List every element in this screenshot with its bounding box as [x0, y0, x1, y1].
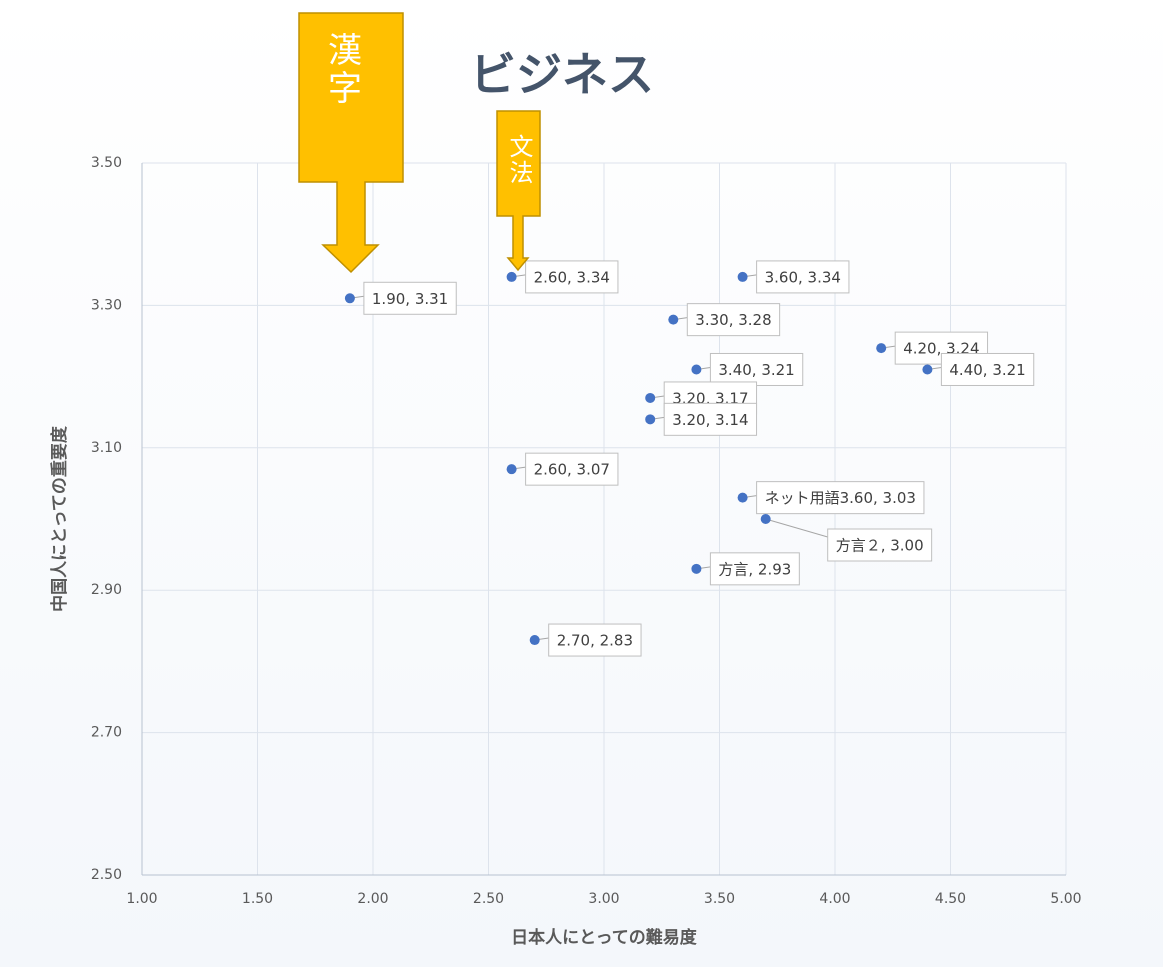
x-tick-label: 3.00 — [588, 891, 619, 907]
point — [506, 464, 517, 475]
x-tick-label: 2.50 — [473, 891, 504, 907]
data-label-box — [548, 623, 642, 657]
data-label-box — [525, 260, 619, 294]
point — [737, 271, 748, 282]
x-tick-label: 1.00 — [126, 891, 157, 907]
data-label-box — [686, 303, 781, 337]
data-label: 2.60, 3.07 — [534, 461, 610, 479]
data-label-group: 方言, 2.93 — [696, 552, 800, 586]
y-tick-label: 2.50 — [91, 867, 122, 883]
leader-line — [765, 518, 828, 538]
data-label-group: ネット用語3.60, 3.03 — [742, 481, 925, 515]
point — [506, 271, 517, 282]
data-label: 4.40, 3.21 — [949, 361, 1025, 379]
point — [876, 343, 887, 354]
data-label: 3.20, 3.14 — [672, 411, 748, 429]
point — [760, 514, 771, 524]
y-tick-label: 2.70 — [91, 725, 122, 741]
data-label-group: 方言２, 3.00 — [765, 518, 933, 562]
annotation-kanji: 漢字 — [298, 12, 404, 274]
annotation-bunpo: 文法 — [496, 110, 541, 272]
data-label: 2.60, 3.34 — [534, 268, 610, 286]
data-label: 3.30, 3.28 — [695, 311, 771, 329]
point — [344, 293, 355, 304]
data-label-group: 3.40, 3.21 — [696, 352, 804, 386]
data-label-group: 2.60, 3.34 — [511, 260, 619, 294]
point — [645, 414, 656, 425]
data-label-group: 3.60, 3.34 — [742, 260, 850, 294]
data-label: 1.90, 3.31 — [372, 290, 448, 308]
callout-arrow — [496, 110, 541, 272]
y-tick-label: 2.90 — [91, 582, 122, 598]
data-label: 3.40, 3.21 — [718, 361, 794, 379]
data-label-box — [827, 528, 933, 562]
data-label-group: 2.70, 2.83 — [534, 623, 642, 657]
y-tick-label: 3.30 — [91, 297, 122, 313]
data-label-box — [663, 402, 758, 436]
data-label-box — [756, 481, 925, 515]
x-tick-label: 2.00 — [357, 891, 388, 907]
data-label-group: 3.30, 3.28 — [673, 303, 781, 337]
x-tick-label: 5.00 — [1050, 891, 1081, 907]
data-label: ネット用語3.60, 3.03 — [765, 489, 916, 507]
chart-title: ビジネス — [470, 48, 654, 102]
data-label-box — [756, 260, 850, 294]
data-label: 方言２, 3.00 — [836, 537, 924, 555]
y-axis-label: 中国人にとっての重要度 — [49, 425, 70, 612]
x-tick-label: 4.00 — [819, 891, 850, 907]
annotation: 漢字 — [322, 32, 362, 108]
data-label-group: 2.60, 3.07 — [511, 452, 619, 486]
point — [668, 314, 679, 325]
y-tick-label: 3.50 — [91, 155, 122, 171]
x-tick-label: 3.50 — [704, 891, 735, 907]
data-label-box — [525, 452, 619, 486]
annotation: 文法 — [505, 134, 533, 186]
x-axis-label: 日本人にとっての難易度 — [511, 927, 698, 948]
data-label-box — [363, 281, 457, 315]
marks: 1.90, 3.31 2.60, 3.34 3.60, 3.34 3.30, 3.28… — [344, 260, 1035, 657]
data-label: 方言, 2.93 — [718, 560, 791, 578]
x-tick-label: 4.50 — [935, 891, 966, 907]
point — [529, 635, 540, 646]
data-label: 2.70, 2.83 — [557, 632, 633, 650]
point — [737, 492, 748, 503]
data-label-group: 3.20, 3.14 — [650, 402, 758, 436]
point — [645, 392, 656, 403]
point — [922, 364, 933, 375]
y-tick-label: 3.10 — [91, 440, 122, 456]
data-label-group: 4.40, 3.21 — [927, 352, 1035, 386]
grid: 2.50 2.70 2.90 3.10 3.30 3.50 1.00 1.50 2.00 2.50… — [91, 155, 1082, 907]
data-label-box — [940, 352, 1035, 386]
callout-arrow — [298, 12, 404, 274]
data-label: 3.60, 3.34 — [765, 268, 841, 286]
data-label-box — [709, 552, 800, 586]
point — [691, 364, 702, 375]
data-label-group: 1.90, 3.31 — [349, 281, 457, 315]
x-tick-label: 1.50 — [242, 891, 273, 907]
point — [691, 563, 702, 574]
